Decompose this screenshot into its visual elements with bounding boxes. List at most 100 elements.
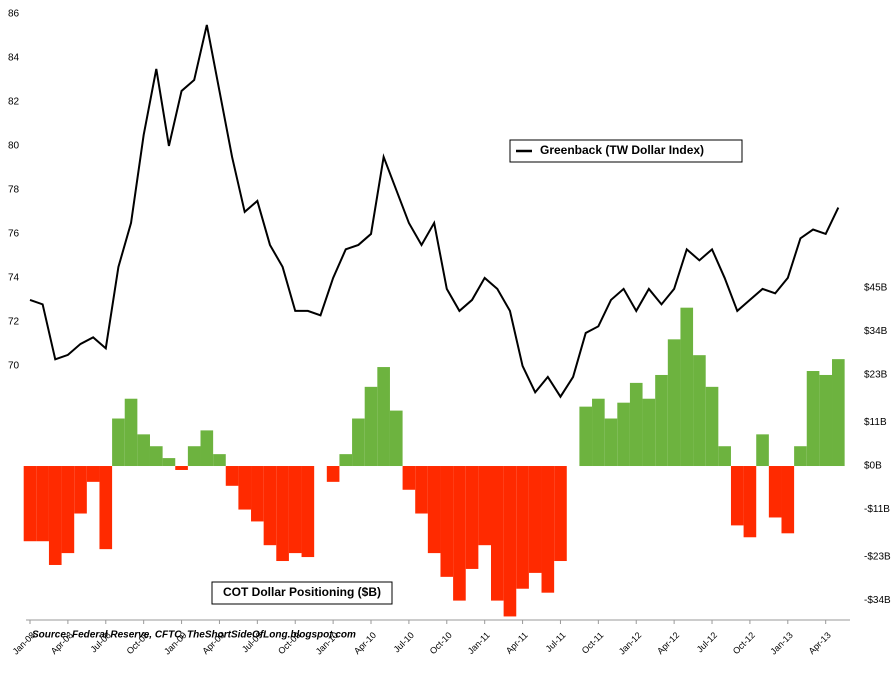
bar xyxy=(238,466,252,510)
line xyxy=(29,24,840,399)
bar xyxy=(175,466,188,470)
bar xyxy=(402,466,416,490)
bar xyxy=(301,466,315,558)
y2-tick-label: $34B xyxy=(864,326,888,337)
bar xyxy=(718,446,731,467)
x-tick-label: Oct-12 xyxy=(731,630,757,656)
bar xyxy=(251,466,264,522)
y-tick-label: 80 xyxy=(8,141,20,152)
bar xyxy=(36,466,49,542)
bar xyxy=(629,382,643,467)
y2-tick-label: -$23B xyxy=(864,552,891,563)
bar xyxy=(604,418,618,467)
x-tick-label: Apr-13 xyxy=(807,630,833,656)
bar xyxy=(806,371,820,467)
bar xyxy=(705,386,719,467)
series-label-box xyxy=(211,581,393,605)
series-label: COT Dollar Positioning ($B) xyxy=(223,585,381,599)
bar xyxy=(554,466,567,562)
x-tick-label: Jul-11 xyxy=(544,630,568,654)
y-tick-label: 84 xyxy=(8,53,20,64)
bar xyxy=(288,466,302,554)
bar xyxy=(377,367,390,467)
bar xyxy=(427,466,441,554)
y2-tick-label: $45B xyxy=(864,283,888,294)
y-tick-label: 72 xyxy=(8,317,20,328)
x-tick-label: Apr-12 xyxy=(655,630,681,656)
legend-box xyxy=(509,139,743,163)
bar xyxy=(389,410,403,467)
bar xyxy=(112,418,125,467)
bar xyxy=(453,466,466,601)
bar xyxy=(149,446,163,467)
bar xyxy=(667,339,681,467)
bar xyxy=(642,398,656,467)
bar xyxy=(579,406,593,467)
x-tick-label: Jan-11 xyxy=(466,630,492,656)
bar xyxy=(730,466,744,526)
x-tick-label: Jan-12 xyxy=(617,630,644,657)
bar xyxy=(516,466,529,589)
y2-tick-label: -$34B xyxy=(864,595,891,606)
x-tick-label: Jul-12 xyxy=(695,630,719,654)
bar xyxy=(200,430,214,467)
bar xyxy=(592,398,605,467)
y2-tick-label: $0B xyxy=(864,461,882,472)
bar xyxy=(263,466,277,546)
bar xyxy=(617,402,630,467)
bar xyxy=(187,446,201,467)
bar xyxy=(693,355,706,467)
bar xyxy=(503,466,517,617)
bar xyxy=(794,446,807,467)
bar xyxy=(781,466,795,534)
bar xyxy=(541,466,555,593)
bar xyxy=(48,466,62,565)
bar xyxy=(819,374,833,467)
y-tick-label: 74 xyxy=(8,273,20,284)
bar xyxy=(465,466,479,569)
y2-tick-label: $11B xyxy=(864,417,887,428)
x-tick-label: Oct-11 xyxy=(580,630,606,656)
bar xyxy=(162,458,176,467)
bar xyxy=(528,466,542,573)
x-tick-label: Jan-08 xyxy=(11,630,38,657)
bar xyxy=(225,466,239,486)
bar xyxy=(276,466,289,562)
x-tick-label: Apr-11 xyxy=(504,630,530,656)
y-tick-label: 86 xyxy=(8,9,20,20)
bar xyxy=(339,454,353,467)
bar xyxy=(99,466,113,550)
bar xyxy=(680,307,694,467)
bar xyxy=(137,434,150,467)
y-tick-label: 78 xyxy=(8,185,20,196)
bar xyxy=(61,466,75,554)
bar xyxy=(74,466,87,514)
bar xyxy=(352,418,365,467)
bar xyxy=(756,434,769,467)
bar xyxy=(415,466,428,514)
bar xyxy=(655,374,668,467)
legend-label: Greenback (TW Dollar Index) xyxy=(540,143,704,157)
x-tick-label: Jan-13 xyxy=(768,630,795,657)
bar xyxy=(743,466,757,538)
bar xyxy=(832,359,845,467)
bar xyxy=(478,466,491,546)
source: Source: Federal Reserve, CFTC, TheShortS… xyxy=(32,630,356,641)
bar xyxy=(490,466,504,601)
y-tick-label: 70 xyxy=(8,361,20,372)
bar xyxy=(440,466,454,577)
y-tick-label: 82 xyxy=(8,97,20,108)
bar xyxy=(768,466,782,518)
bar xyxy=(364,386,378,467)
x-tick-label: Oct-10 xyxy=(428,630,454,656)
bar xyxy=(23,466,37,542)
bar xyxy=(213,454,226,467)
bar xyxy=(124,398,138,467)
y2-tick-label: $23B xyxy=(864,370,888,381)
y-tick-label: 76 xyxy=(8,229,20,240)
y2-tick-label: -$11B xyxy=(864,504,890,515)
bar xyxy=(86,466,100,482)
x-tick-label: Jul-10 xyxy=(392,630,416,654)
bar xyxy=(326,466,340,482)
